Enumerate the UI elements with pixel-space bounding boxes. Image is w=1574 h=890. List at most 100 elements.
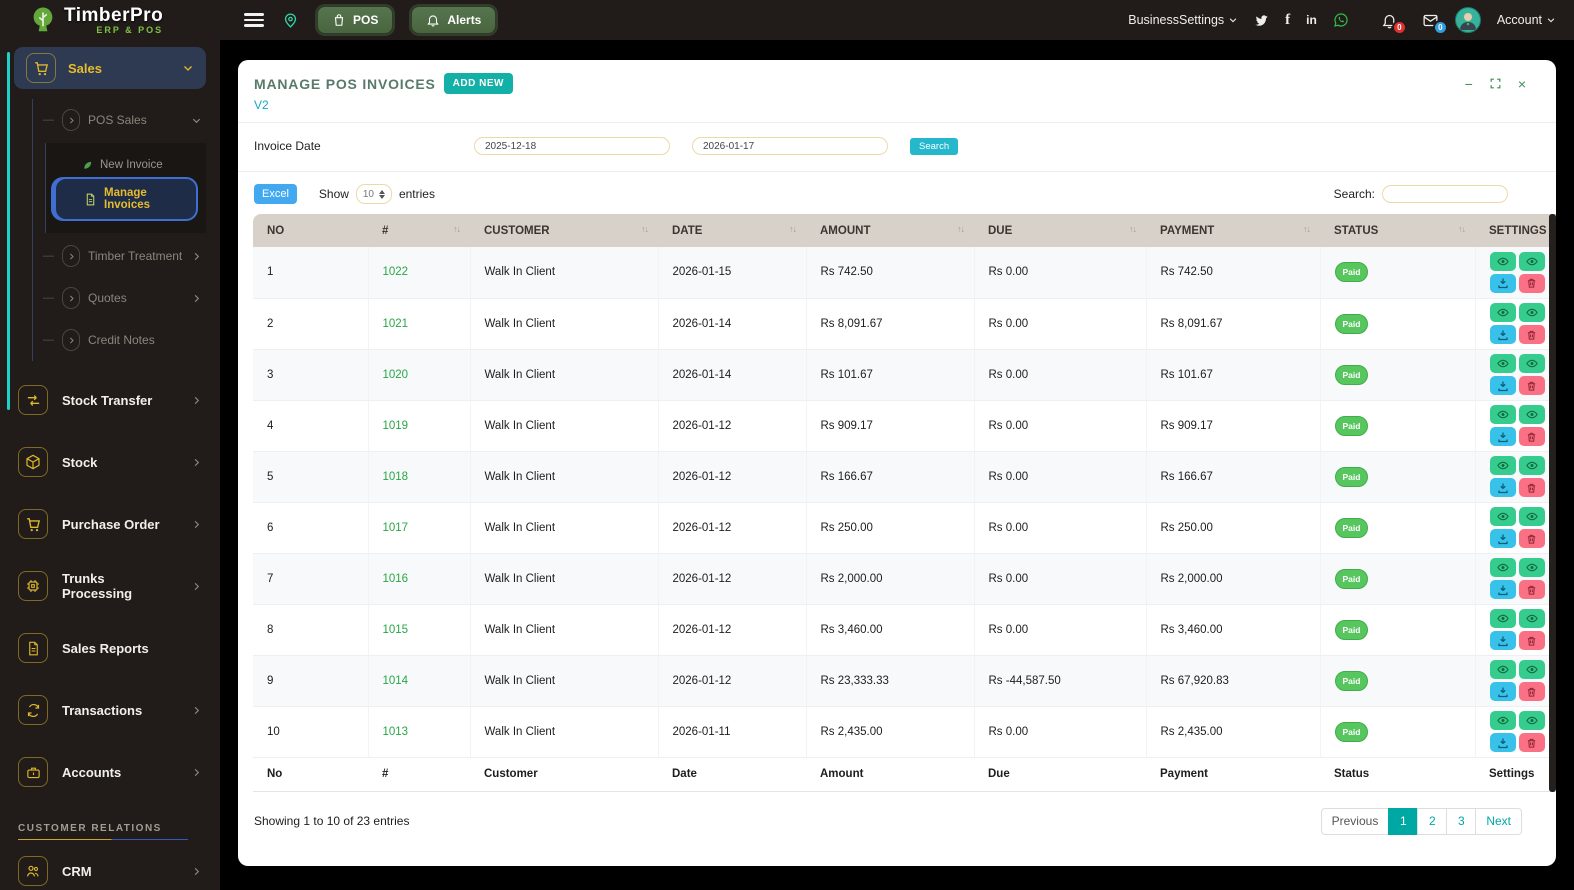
messages-button[interactable]: 0 [1422,12,1448,35]
invoice-number-link[interactable]: 1015 [382,623,409,636]
sidebar-item-accounts[interactable]: Accounts [0,747,220,797]
view-payments-button[interactable] [1518,660,1545,679]
download-invoice-button[interactable] [1489,478,1516,497]
user-avatar[interactable] [1454,7,1481,33]
pos-button[interactable]: POS [317,6,394,34]
invoice-number-link[interactable]: 1020 [382,368,409,381]
filter-search-button[interactable]: Search [910,137,959,155]
fullscreen-panel-button[interactable] [1489,77,1502,90]
account-dropdown[interactable]: Account [1497,13,1556,27]
download-invoice-button[interactable] [1489,273,1516,293]
download-invoice-button[interactable] [1489,427,1516,446]
brand-logo[interactable]: TimberPro ERP & POS [0,5,220,35]
sidebar-item-purchase-order[interactable]: Purchase Order [0,499,220,549]
sidebar-item-pos-sales[interactable]: — POS Sales [33,99,206,141]
view-payments-button[interactable] [1518,251,1545,271]
download-invoice-button[interactable] [1489,376,1516,395]
invoice-number-link[interactable]: 1019 [382,419,409,432]
delete-invoice-button[interactable] [1518,325,1545,344]
sort-icon[interactable]: ↑↓ [789,224,797,234]
view-payments-button[interactable] [1518,303,1545,322]
twitter-icon[interactable] [1254,13,1269,28]
sidebar-item-credit-notes[interactable]: — Credit Notes [33,319,206,361]
download-invoice-button[interactable] [1489,682,1516,701]
column-header-date[interactable]: DATE ↑↓ [658,214,806,247]
delete-invoice-button[interactable] [1518,529,1545,548]
sort-icon[interactable]: ↑↓ [453,224,461,234]
excel-export-button[interactable]: Excel [254,184,297,204]
date-from-input[interactable] [474,137,670,155]
column-header-customer[interactable]: CUSTOMER ↑↓ [470,214,658,247]
column-header-invoice[interactable]: # ↑↓ [368,214,470,247]
invoice-number-link[interactable]: 1022 [382,266,409,279]
sidebar-item-quotes[interactable]: — Quotes [33,277,206,319]
column-header-due[interactable]: DUE ↑↓ [974,214,1146,247]
linkedin-icon[interactable]: in [1306,13,1317,27]
sort-icon[interactable]: ↑↓ [641,224,649,234]
delete-invoice-button[interactable] [1518,478,1545,497]
minimize-panel-button[interactable]: − [1464,76,1473,92]
view-invoice-button[interactable] [1489,711,1516,730]
table-vertical-scrollbar[interactable] [1549,214,1556,792]
delete-invoice-button[interactable] [1518,733,1545,752]
view-invoice-button[interactable] [1489,558,1516,577]
view-invoice-button[interactable] [1489,405,1516,424]
close-panel-button[interactable]: × [1517,76,1526,92]
download-invoice-button[interactable] [1489,580,1516,599]
invoice-number-link[interactable]: 1018 [382,470,409,483]
facebook-icon[interactable]: f [1285,11,1291,28]
view-invoice-button[interactable] [1489,660,1516,679]
sidebar-item-stock[interactable]: Stock [0,437,220,487]
download-invoice-button[interactable] [1489,325,1516,344]
column-header-amount[interactable]: AMOUNT ↑↓ [806,214,974,247]
add-new-button[interactable]: ADD NEW [443,73,513,94]
sidebar-item-stock-transfer[interactable]: Stock Transfer [0,375,220,425]
view-payments-button[interactable] [1518,711,1545,730]
business-settings-dropdown[interactable]: BusinessSettings [1128,13,1238,27]
sidebar-item-trunks-processing[interactable]: Trunks Processing [0,561,220,611]
delete-invoice-button[interactable] [1518,427,1545,446]
sort-icon[interactable]: ↑↓ [1458,224,1466,234]
sidebar-item-timber-treatment[interactable]: — Timber Treatment [33,235,206,277]
view-invoice-button[interactable] [1489,609,1516,628]
column-header-settings[interactable]: SETTINGS↑↓ [1475,214,1556,247]
pagination-page-1[interactable]: 1 [1388,807,1419,835]
delete-invoice-button[interactable] [1518,580,1545,599]
column-header-payment[interactable]: PAYMENT ↑↓ [1146,214,1320,247]
view-payments-button[interactable] [1518,507,1545,526]
sidebar-item-transactions[interactable]: Transactions [0,685,220,735]
sort-icon[interactable]: ↑↓ [1303,224,1311,234]
hamburger-menu-button[interactable] [244,13,264,27]
download-invoice-button[interactable] [1489,733,1516,752]
view-invoice-button[interactable] [1489,251,1516,271]
view-payments-button[interactable] [1518,609,1545,628]
sidebar-item-manage-invoices[interactable]: Manage Invoices [54,177,198,221]
sidebar-item-new-invoice[interactable]: New Invoice [54,153,198,177]
view-invoice-button[interactable] [1489,456,1516,475]
column-header-no[interactable]: NO [253,214,368,247]
delete-invoice-button[interactable] [1518,273,1545,293]
version-link[interactable]: V2 [254,98,269,112]
page-size-select[interactable]: 10 [355,184,392,204]
view-payments-button[interactable] [1518,405,1545,424]
whatsapp-icon[interactable] [1333,12,1349,28]
delete-invoice-button[interactable] [1518,376,1545,395]
invoice-number-link[interactable]: 1016 [382,572,409,585]
notifications-bell-button[interactable]: 0 [1381,12,1407,35]
view-invoice-button[interactable] [1489,303,1516,322]
view-invoice-button[interactable] [1489,507,1516,526]
delete-invoice-button[interactable] [1518,631,1545,650]
view-invoice-button[interactable] [1489,354,1516,373]
invoice-number-link[interactable]: 1013 [382,725,409,738]
alerts-button[interactable]: Alerts [411,6,497,34]
table-search-input[interactable] [1382,185,1508,203]
sort-icon[interactable]: ↑↓ [957,224,965,234]
invoice-number-link[interactable]: 1017 [382,521,409,534]
pagination-previous-button[interactable]: Previous [1320,807,1390,835]
delete-invoice-button[interactable] [1518,682,1545,701]
view-payments-button[interactable] [1518,558,1545,577]
download-invoice-button[interactable] [1489,631,1516,650]
view-payments-button[interactable] [1518,456,1545,475]
location-pin-button[interactable] [282,12,299,29]
view-payments-button[interactable] [1518,354,1545,373]
